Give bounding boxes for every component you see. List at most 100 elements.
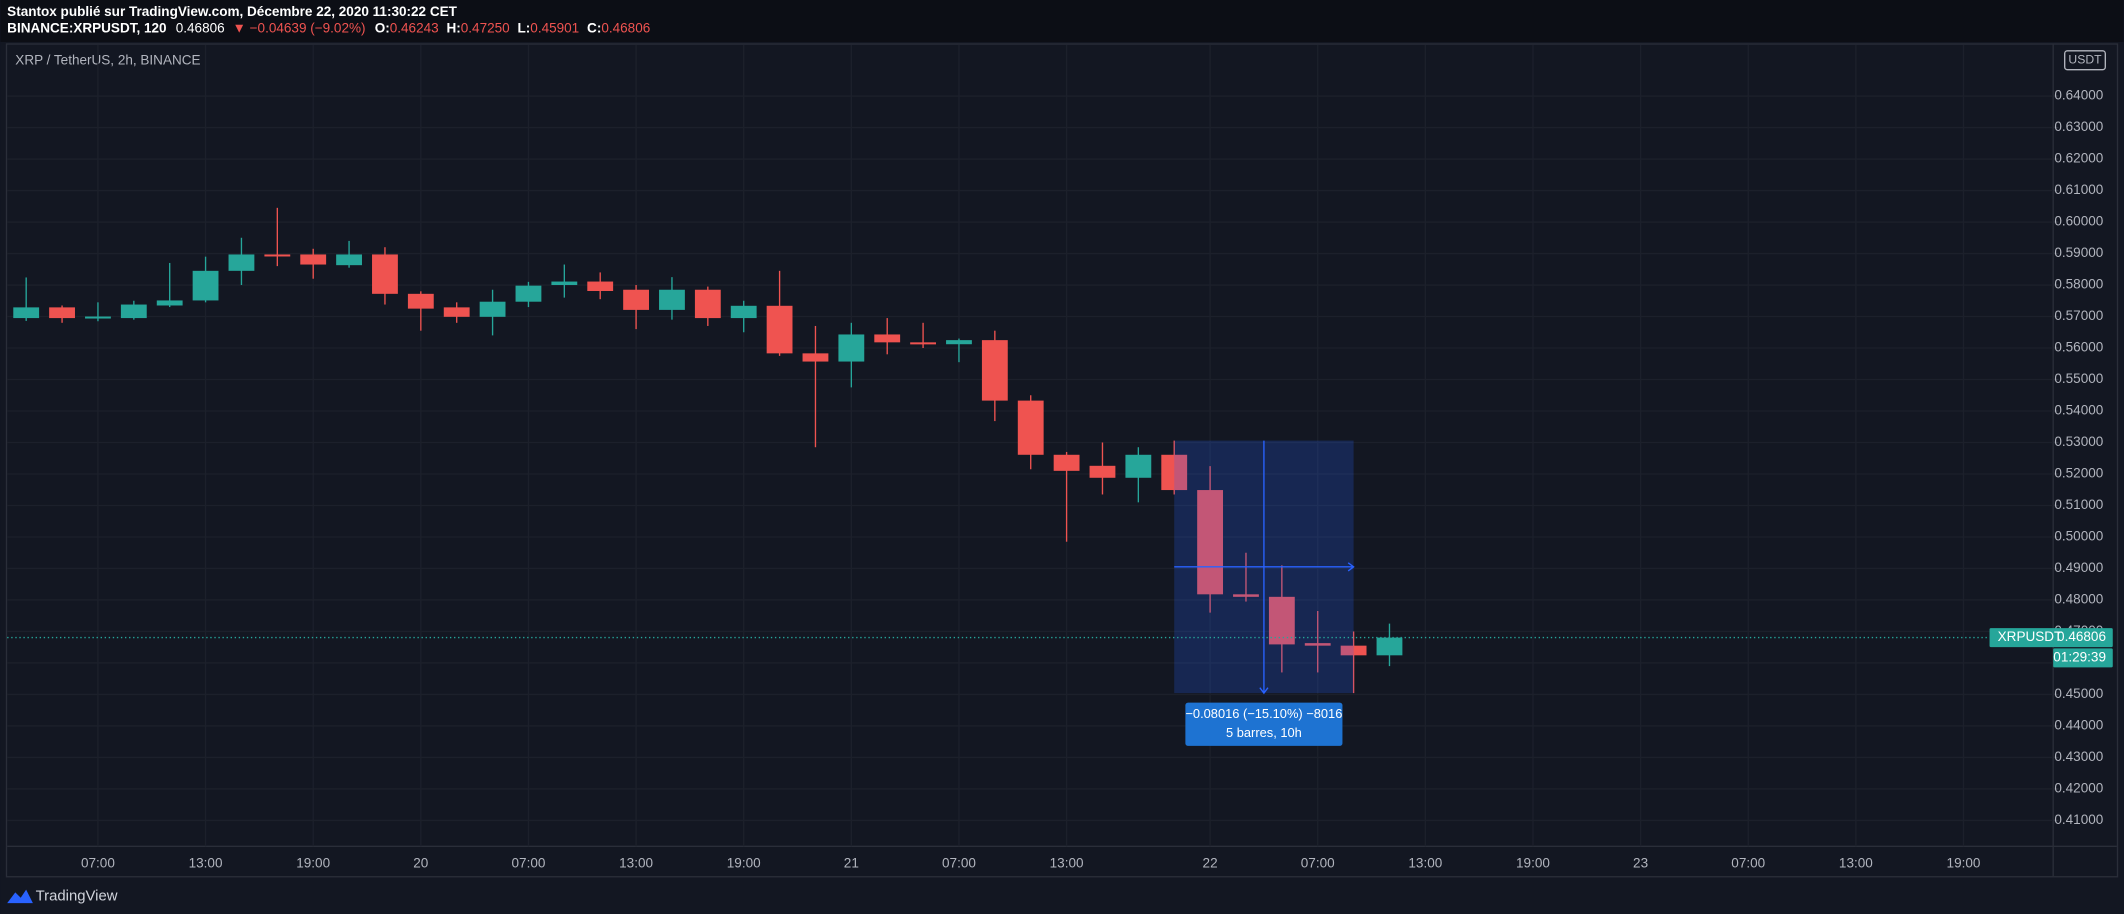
x-tick-label: 13:00: [1839, 855, 1873, 870]
candle-body: [587, 281, 614, 291]
x-tick-label: 23: [1633, 855, 1648, 870]
x-tick-label: 07:00: [1301, 855, 1335, 870]
candle-body: [1233, 594, 1259, 597]
candle-body: [623, 289, 649, 310]
candle-body: [1340, 645, 1367, 656]
ohlc-value: 0.47250: [461, 20, 510, 35]
x-tick-label: 07:00: [81, 855, 115, 870]
y-tick-label: 0.55000: [2054, 371, 2103, 386]
x-tick-label: 19:00: [1947, 855, 1981, 870]
measure-arrow-head: [1259, 687, 1269, 695]
x-tick-label: 13:00: [1408, 855, 1442, 870]
ohlc-label: O:: [375, 20, 390, 35]
measure-label: −0.08016 (−15.10%) −8016: [1185, 706, 1342, 721]
y-tick-label: 0.45000: [2054, 686, 2103, 701]
change: ▼ −0.04639 (−9.02%): [233, 20, 366, 35]
x-tick-label: 20: [413, 855, 428, 870]
x-tick-label: 07:00: [1731, 855, 1765, 870]
candle-body: [1125, 454, 1152, 478]
candle-body: [874, 334, 901, 343]
candle-body: [85, 316, 111, 319]
candle-body: [443, 307, 470, 317]
x-tick-label: 07:00: [942, 855, 976, 870]
x-tick-label: 13:00: [189, 855, 223, 870]
y-tick-label: 0.57000: [2054, 308, 2103, 323]
y-tick-label: 0.50000: [2054, 529, 2103, 544]
candle-body: [1304, 643, 1331, 646]
y-tick-label: 0.48000: [2054, 592, 2103, 607]
candle-body: [730, 305, 757, 319]
symbol: BINANCE:XRPUSDT, 120: [7, 20, 166, 35]
candle-body: [659, 289, 685, 310]
x-tick-label: 21: [844, 855, 859, 870]
y-tick-label: 0.60000: [2054, 214, 2103, 229]
countdown: 01:29:39: [2053, 649, 2106, 664]
x-tick-label: 13:00: [1050, 855, 1084, 870]
x-tick-label: 19:00: [727, 855, 761, 870]
brand[interactable]: TradingView: [36, 888, 118, 904]
measure-arrow-head: [1347, 562, 1355, 572]
currency: USDT: [2068, 52, 2102, 66]
candle-body: [13, 307, 40, 319]
y-tick-label: 0.43000: [2054, 749, 2103, 764]
y-tick-label: 0.54000: [2054, 403, 2103, 418]
candle-body: [551, 281, 578, 286]
publish-title: Stantox publié sur TradingView.com, Déce…: [7, 4, 457, 19]
candle-body: [1161, 454, 1188, 491]
x-tick-label: 07:00: [512, 855, 546, 870]
candle-body: [156, 300, 183, 306]
y-tick-label: 0.62000: [2054, 151, 2103, 166]
footer: TradingView: [7, 888, 118, 904]
ohlc-label: L:: [518, 20, 531, 35]
last-price: 0.46806: [176, 20, 225, 35]
header-bar: [0, 0, 2124, 42]
price-tag: [1989, 628, 2113, 648]
candle-body: [228, 254, 255, 271]
y-tick-label: 0.53000: [2054, 434, 2103, 449]
candle-body: [336, 254, 362, 266]
candle-body: [479, 301, 506, 317]
candle-body: [802, 353, 829, 362]
overlays: −0.08016 (−15.10%) −8016 5 barres, 10h XRP…: [7, 50, 2113, 746]
candle-body: [910, 342, 937, 345]
y-tick-label: 0.63000: [2054, 119, 2103, 134]
candle-body: [1017, 400, 1044, 455]
y-tick-label: 0.64000: [2054, 88, 2103, 103]
candle-body: [694, 289, 721, 319]
candle-body: [407, 293, 434, 309]
y-tick-label: 0.42000: [2054, 781, 2103, 796]
currency-box: [2064, 50, 2106, 71]
candle-body: [1089, 465, 1116, 478]
ohlc-label: C:: [587, 20, 601, 35]
candle-body: [300, 254, 327, 265]
candle-body: [1197, 490, 1224, 595]
y-tick-label: 0.61000: [2054, 182, 2103, 197]
candle-body: [515, 285, 542, 302]
y-tick-label: 0.44000: [2054, 718, 2103, 733]
candle-body: [1268, 596, 1295, 645]
logo: [7, 889, 33, 904]
measure-label-box: [1185, 702, 1343, 746]
ohlc-label: H:: [446, 20, 460, 35]
ohlc-value: 0.45901: [530, 20, 579, 35]
candle-body: [1376, 637, 1403, 656]
candle-body: [120, 304, 147, 319]
price-tag-label: 0.46806: [2057, 629, 2106, 644]
y-tick-label: 0.58000: [2054, 277, 2103, 292]
candle-body: [766, 305, 793, 354]
x-tick-label: 22: [1203, 855, 1218, 870]
y-tick-label: 0.51000: [2054, 497, 2103, 512]
symbol-line: BINANCE:XRPUSDT, 120 0.46806 ▼ −0.04639 …: [7, 20, 650, 35]
x-tick-label: 13:00: [619, 855, 653, 870]
y-tick-label: 0.49000: [2054, 560, 2103, 575]
publish-title: Stantox publié sur TradingView.com, Déce…: [7, 4, 457, 19]
y-tick-label: 0.59000: [2054, 245, 2103, 260]
ohlc-value: 0.46806: [601, 20, 650, 35]
candles: [13, 207, 1403, 694]
ohlc-value: 0.46243: [390, 20, 439, 35]
candle-body: [372, 254, 398, 294]
candle-body: [49, 307, 75, 319]
y-tick-label: 0.52000: [2054, 466, 2103, 481]
candle-body: [192, 270, 219, 301]
